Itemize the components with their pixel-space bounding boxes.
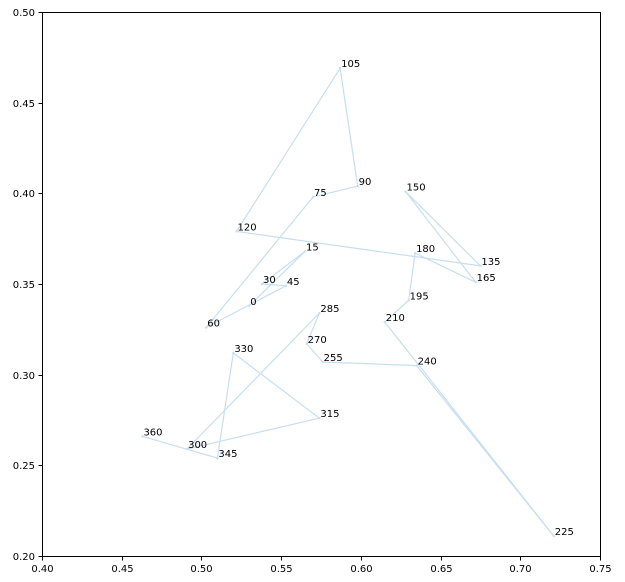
data-point xyxy=(235,230,238,233)
point-label: 300 xyxy=(188,440,207,451)
series-line-segment xyxy=(186,417,321,450)
x-tick-label: 0.75 xyxy=(589,564,611,575)
point-label: 15 xyxy=(306,242,319,253)
series-line-segment xyxy=(404,190,482,267)
y-tick-label: 0.30 xyxy=(13,371,35,382)
series-line-segment xyxy=(321,361,418,367)
x-tick-label: 0.45 xyxy=(111,564,133,575)
point-label: 195 xyxy=(410,291,429,302)
data-point xyxy=(185,447,189,451)
series-line-segment xyxy=(141,435,218,459)
point-label: 285 xyxy=(320,304,339,315)
data-point xyxy=(260,282,264,286)
series-line-segment xyxy=(416,365,555,537)
data-point xyxy=(141,435,144,438)
data-point xyxy=(205,326,208,329)
y-tick-label: 0.35 xyxy=(13,280,35,291)
x-axis: 0.40 0.45 0.50 0.55 0.60 0.65 0.70 0.75 xyxy=(31,556,612,575)
data-point xyxy=(305,342,308,346)
x-tick-label: 0.50 xyxy=(190,564,212,575)
point-label: 60 xyxy=(207,319,220,330)
point-label: 90 xyxy=(359,177,372,188)
series-line-segment xyxy=(339,67,359,187)
point-label: 150 xyxy=(406,183,425,194)
series-line-segment xyxy=(384,299,410,323)
point-label: 180 xyxy=(416,244,435,255)
series-line-segment xyxy=(235,67,341,233)
data-point xyxy=(383,320,386,324)
series-line-segment xyxy=(306,312,321,345)
series-line-segment xyxy=(312,185,359,198)
series-line-segment xyxy=(205,196,314,329)
x-tick-label: 0.65 xyxy=(430,564,452,575)
point-label: 45 xyxy=(287,277,300,288)
data-point xyxy=(318,416,321,420)
point-label: 165 xyxy=(477,273,496,284)
series-line-segment xyxy=(205,285,287,329)
data-point xyxy=(284,284,288,288)
series-line-segment xyxy=(261,283,287,287)
x-tick-label: 0.55 xyxy=(270,564,292,575)
data-point xyxy=(415,364,418,367)
point-label: 0 xyxy=(250,297,256,308)
data-point xyxy=(311,195,315,199)
series-line-segment xyxy=(186,312,321,450)
plot-frame xyxy=(42,12,601,557)
point-label-group: 0 15 30 45 60 75 90 105 120 135 150 165 180 195 210 225… xyxy=(143,59,573,538)
series-line-segment xyxy=(404,190,477,283)
x-tick-label: 0.40 xyxy=(31,564,53,575)
data-point xyxy=(479,264,482,268)
series-line-segment xyxy=(235,230,482,267)
point-label: 30 xyxy=(263,275,276,286)
data-point xyxy=(474,280,477,284)
data-point xyxy=(321,360,324,364)
y-axis: 0.20 0.25 0.30 0.35 0.40 0.45 0.50 xyxy=(13,8,43,563)
data-point xyxy=(407,299,410,302)
point-label: 255 xyxy=(324,353,343,364)
point-label: 360 xyxy=(143,427,162,438)
point-label: 135 xyxy=(481,257,500,268)
data-point xyxy=(216,456,219,460)
point-label: 240 xyxy=(418,357,437,368)
y-tick-label: 0.45 xyxy=(13,99,35,110)
data-point xyxy=(318,311,321,315)
series-line-segment xyxy=(248,250,306,307)
y-tick-label: 0.50 xyxy=(13,8,35,19)
y-tick-label: 0.20 xyxy=(13,552,35,563)
data-point xyxy=(338,67,342,70)
data-point xyxy=(413,251,417,255)
data-point xyxy=(552,534,555,538)
data-point xyxy=(248,304,251,307)
series-line-segment xyxy=(414,252,477,283)
y-tick-label: 0.25 xyxy=(13,461,35,472)
data-point xyxy=(404,190,407,193)
point-label: 225 xyxy=(555,527,574,538)
point-label: 210 xyxy=(386,313,405,324)
point-label: 330 xyxy=(234,344,253,355)
series-line-group xyxy=(141,67,555,538)
series-line-segment xyxy=(306,343,324,363)
point-label: 105 xyxy=(341,59,360,70)
point-label: 345 xyxy=(218,449,237,460)
point-label: 120 xyxy=(238,222,257,233)
point-label: 75 xyxy=(314,188,327,199)
x-tick-label: 0.70 xyxy=(509,564,531,575)
data-point xyxy=(303,250,307,253)
series-line-segment xyxy=(216,352,234,459)
series-line-segment xyxy=(261,250,306,285)
x-tick-label: 0.60 xyxy=(350,564,372,575)
data-point xyxy=(232,351,235,355)
point-label: 270 xyxy=(308,335,327,346)
y-tick-label: 0.40 xyxy=(13,189,35,200)
point-label: 315 xyxy=(320,409,339,420)
series-line-segment xyxy=(408,252,416,301)
data-point xyxy=(356,184,359,188)
series-line-segment xyxy=(232,352,321,419)
